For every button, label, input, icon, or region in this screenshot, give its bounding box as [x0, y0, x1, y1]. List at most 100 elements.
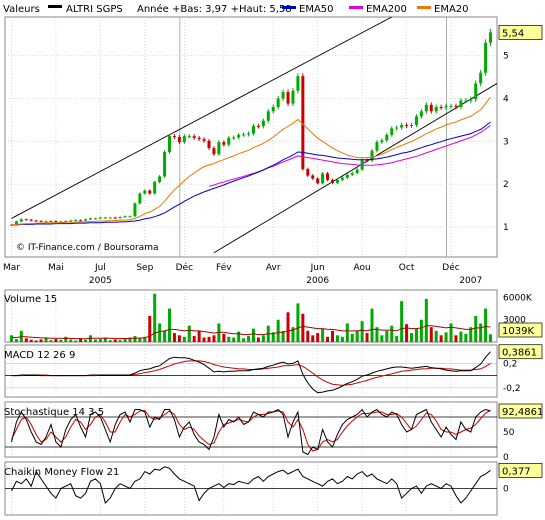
- volume-bar: [380, 335, 384, 342]
- x-tick-label-month: Mai: [48, 263, 64, 273]
- y-tick-label-stochastic: 0: [503, 453, 509, 463]
- volume-bar: [326, 336, 330, 342]
- volume-bar: [138, 338, 142, 342]
- price-bar-body: [227, 137, 231, 145]
- volume-bar: [330, 330, 334, 342]
- volume-bar: [395, 336, 399, 342]
- volume-bar: [59, 339, 63, 342]
- volume-bar: [9, 335, 13, 342]
- y-tick-label-volume: 3000: [503, 316, 526, 326]
- price-bar-body: [34, 220, 38, 222]
- y-tick-label-price: 3: [503, 137, 509, 147]
- price-bar-body: [247, 133, 251, 135]
- macd-series-layer: [11, 351, 491, 394]
- price-bar-body: [108, 217, 112, 219]
- price-bar-body: [54, 221, 58, 222]
- volume-bar: [449, 323, 453, 342]
- price-bar-body: [232, 137, 236, 139]
- volume-bar: [385, 330, 389, 342]
- price-bar-body: [98, 217, 102, 219]
- stochastic-last-value-box: [498, 403, 543, 419]
- volume-bar: [34, 340, 38, 342]
- volume-last-value: 1039K: [502, 326, 534, 337]
- price-bar-body: [202, 139, 206, 141]
- macd-panel: [4, 344, 498, 398]
- price-bar-body: [237, 134, 241, 138]
- volume-bar: [281, 330, 285, 342]
- price-bar-body: [14, 221, 18, 225]
- x-tick-label-month: Avr: [266, 263, 281, 273]
- price-bar-body: [266, 111, 270, 121]
- volume-bar: [276, 319, 280, 342]
- volume-bar: [321, 328, 325, 342]
- volume-bar: [123, 339, 127, 342]
- volume-bar: [484, 308, 488, 342]
- price-bar-body: [311, 175, 315, 179]
- price-bar-body: [123, 216, 127, 218]
- price-bar-body: [459, 100, 463, 107]
- year-range-text: Année +Bas: 3,97 +Haut: 5,58: [137, 3, 292, 15]
- price-bar-body: [207, 140, 211, 149]
- volume-bar: [237, 331, 241, 342]
- x-tick-label-month: Jun: [310, 263, 325, 273]
- price-bar-body: [375, 142, 379, 151]
- volume-bar: [74, 340, 78, 342]
- volume-title: Volume 15: [4, 294, 57, 305]
- volume-last-value-box: [498, 322, 543, 338]
- x-tick-label-month: Déc: [442, 262, 459, 273]
- volume-average-line: [11, 325, 491, 340]
- price-bar-body: [419, 111, 423, 117]
- price-bar-body: [326, 173, 330, 180]
- volume-bar: [286, 312, 290, 342]
- macd-line: [11, 351, 491, 394]
- volume-bar: [133, 336, 137, 342]
- volume-bar: [187, 325, 191, 342]
- y-tick-label-macd: -0,2: [503, 384, 521, 394]
- volume-bar: [113, 339, 117, 342]
- volume-bar: [355, 330, 359, 342]
- volume-bar: [207, 336, 211, 342]
- price-bar-body: [177, 137, 181, 143]
- cmf-series-layer: [11, 466, 491, 504]
- volume-bar: [168, 308, 172, 342]
- price-last-value: 5,54: [502, 28, 524, 39]
- macd-last-value-box: [498, 344, 543, 360]
- price-bar-body: [429, 104, 433, 112]
- ema50-line: [11, 121, 491, 226]
- volume-bar: [414, 328, 418, 342]
- price-bar-body: [405, 125, 409, 126]
- price-bar-body: [489, 32, 493, 43]
- volume-bar: [202, 337, 206, 342]
- price-bar-body: [44, 221, 48, 223]
- x-tick-label-year: 2007: [459, 276, 482, 286]
- price-bar-body: [158, 176, 162, 182]
- cmf-line: [11, 466, 491, 504]
- price-bar-body: [9, 224, 13, 226]
- stochastic-last-value: 92,4861: [502, 407, 543, 418]
- price-bar-body: [113, 217, 117, 219]
- price-bar-body: [148, 190, 152, 194]
- price-bar-body: [385, 134, 389, 141]
- price-bar-body: [340, 177, 344, 180]
- volume-bar: [261, 335, 265, 342]
- volume-bar: [232, 337, 236, 342]
- price-bar-body: [187, 136, 191, 138]
- volume-bar: [118, 339, 122, 342]
- y-tick-label-price: 2: [503, 180, 509, 190]
- stochastic-k-line: [11, 408, 491, 456]
- instrument-name: ALTRI SGPS: [66, 4, 123, 15]
- price-bar-body: [29, 219, 33, 221]
- macd-last-value: 0,3861: [502, 348, 537, 359]
- volume-series-layer: [9, 293, 493, 342]
- volume-bar: [197, 330, 201, 342]
- price-bar-body: [469, 99, 473, 101]
- price-bar-body: [474, 83, 478, 100]
- price-bar-body: [395, 127, 399, 129]
- price-bar-body: [74, 220, 78, 222]
- volume-bar: [108, 340, 112, 342]
- volume-bar: [163, 330, 167, 342]
- volume-bar: [222, 333, 226, 342]
- price-bar-body: [64, 221, 68, 222]
- price-bar-body: [301, 76, 305, 170]
- x-tick-label-year: 2006: [306, 276, 329, 286]
